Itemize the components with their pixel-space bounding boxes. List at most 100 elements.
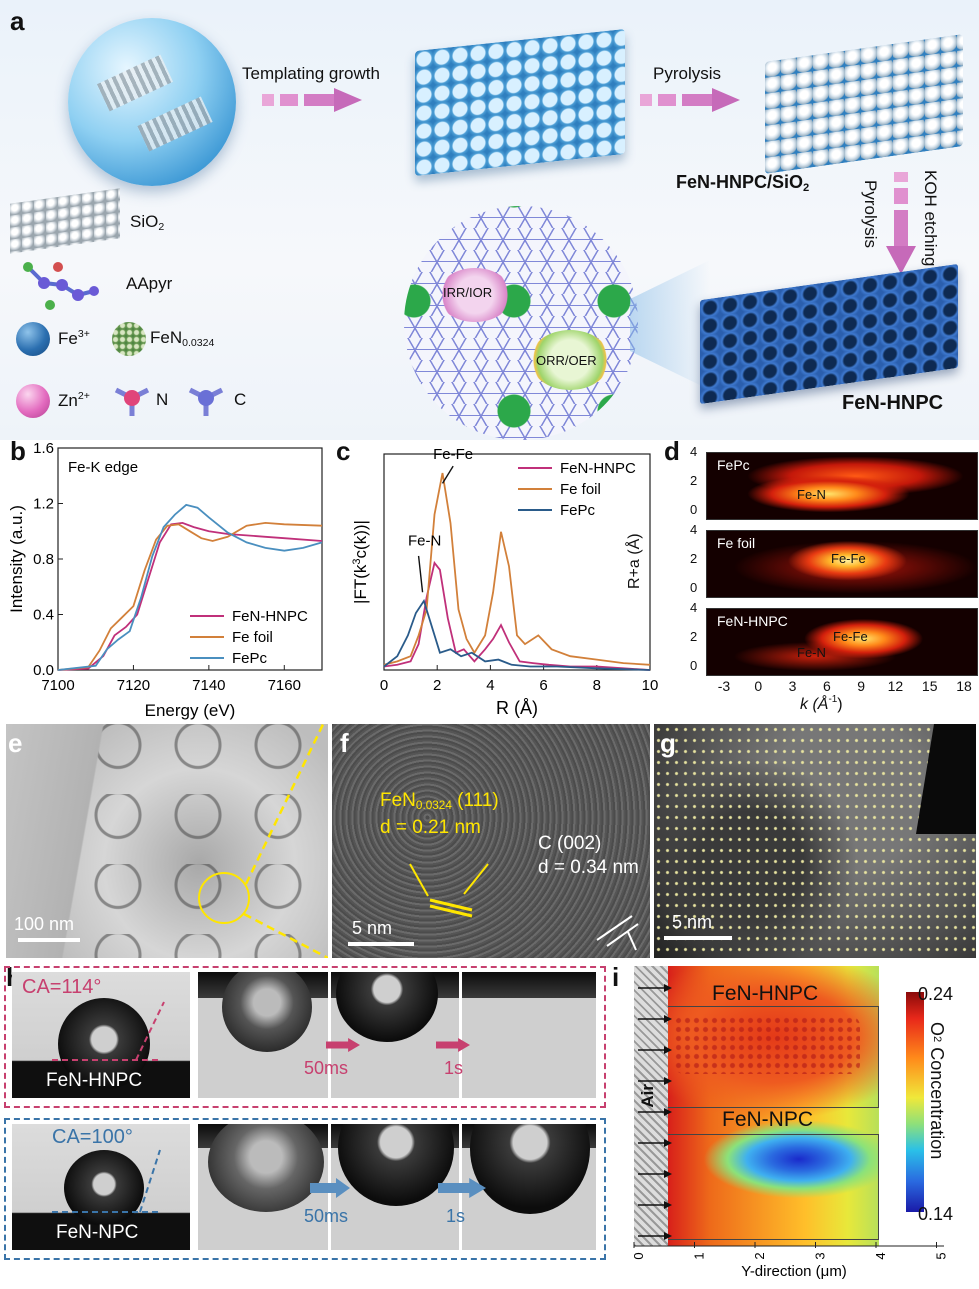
sample-label: FeN-HNPC (46, 1070, 143, 1091)
arrow-right-icon (640, 88, 740, 112)
panel-g-label: g (660, 728, 676, 758)
arrow-head (664, 1201, 672, 1209)
arrow-head (664, 1077, 672, 1085)
y-tick-label: 0 (690, 658, 698, 673)
sample-label: FeN-NPC (56, 1222, 139, 1243)
lattice-fringe-marker (409, 863, 639, 951)
o2-concentration-map: Air FeN-HNPC FeN-NPC (634, 966, 879, 1246)
x-tick-label: 7160 (268, 677, 301, 694)
arrow-head (664, 1170, 672, 1178)
xanes-chart: 7100 7120 7140 7160 0.0 0.4 0.8 1.2 1.6 Energy (e… (7, 440, 323, 720)
legend-label: FePc (560, 502, 596, 519)
droplet (336, 972, 438, 1042)
nitrogen-atom-icon (114, 387, 150, 416)
arrow-head (664, 1232, 672, 1240)
panel-i-label: i (612, 962, 620, 992)
panel-a-label: a (10, 6, 25, 36)
hnpc-contact-box (4, 966, 606, 1108)
legend-c: C (234, 390, 247, 409)
panel-d-xlabel: k (Å-1) (800, 694, 843, 713)
pore-grid (674, 1016, 860, 1074)
irr-ior-label: IRR/IOR (443, 285, 493, 300)
y-axis-label: |FT(k3c(k))| (351, 520, 370, 604)
scale-bar-label: 5 nm (672, 912, 713, 932)
contact-angle-label: CA=114° (22, 976, 102, 998)
legend-zn: Zn2+ (58, 390, 90, 410)
x-tick-label: 12 (887, 678, 904, 694)
zoom-cone (630, 260, 710, 390)
arrow-down-icon (886, 172, 916, 274)
y-tick-label: 1.6 (33, 440, 54, 457)
colorbar-label: O2 Concentration (927, 1022, 947, 1160)
annotation-arrow (417, 555, 424, 593)
arrow-right-icon (262, 88, 362, 112)
npc-contact-box (4, 1118, 606, 1260)
wavelet-map-title: FePc (717, 457, 750, 473)
wavelet-map-fepc: FePc Fe-N (706, 452, 978, 520)
wavelet-map-fen-hnpc: FeN-HNPC Fe-Fe Fe-N (706, 608, 978, 676)
templated-block-image (415, 28, 625, 177)
npc-region-label: FeN-NPC (722, 1108, 814, 1131)
x-tick-label: 2 (752, 1252, 767, 1259)
arrow-right-icon (436, 1038, 470, 1052)
x-tick-label: 3 (788, 678, 797, 694)
x-tick-label: 4 (486, 677, 494, 694)
legend-label: FeN-HNPC (560, 460, 636, 477)
haadf-image-g: 5 nm (654, 724, 976, 958)
zoom-circle (198, 872, 250, 924)
y-tick-label: 4 (690, 600, 698, 615)
scale-bar (664, 936, 732, 940)
legend-fe: Fe3+ (58, 328, 90, 348)
series-line-fepc (383, 598, 651, 671)
koh-etching-label: KOH etching (921, 170, 940, 267)
npc-contact-angle-image: CA=100° FeN-NPC (12, 1124, 190, 1250)
hnpc-contact-angle-image: CA=114° FeN-HNPC (12, 972, 190, 1098)
y-tick-label: 4 (690, 444, 698, 459)
panel-e-label: e (8, 728, 23, 758)
arrow-head (664, 1139, 672, 1147)
air-flow-arrows (638, 984, 672, 1240)
sio2-legend-icon (10, 188, 120, 254)
y-tick-label: 0.4 (33, 607, 54, 624)
sphere-array-image (765, 34, 963, 174)
orr-bubble (530, 330, 610, 390)
wavelet-map-title: FeN-HNPC (717, 613, 788, 629)
panel-d-label: d (664, 436, 680, 466)
npc-domain-outline (668, 1134, 879, 1240)
y-axis-label: Intensity (a.u.) (7, 505, 26, 613)
contact-angle-marker (52, 1001, 165, 1061)
annotation-fe-fe: Fe-Fe (433, 446, 473, 463)
plot-frame (383, 453, 651, 671)
zoom-lines (243, 724, 328, 958)
precursor-sphere-image (68, 18, 236, 186)
panel-b-label: b (10, 436, 26, 466)
x-tick-label: 6 (539, 677, 547, 694)
droplet (208, 1124, 324, 1212)
chart-title: Fe-K edge (68, 459, 138, 476)
fen-cluster-icon (112, 322, 146, 356)
arrow-head (664, 1015, 672, 1023)
carbon-atom-icon (188, 387, 224, 416)
wavelet-map-fe-foil: Fe foil Fe-Fe (706, 530, 978, 598)
carbon-lattice-label: C (002) d = 0.34 nm (538, 833, 639, 878)
y-tick-label: 0.0 (33, 662, 54, 679)
x-tick-label: 7120 (117, 677, 150, 694)
npc-droplet-sequence: 50ms 1s (198, 1124, 596, 1250)
y-tick-label: 2 (690, 473, 698, 488)
x-tick-label: 18 (956, 678, 972, 694)
aapyr-molecule-icon (23, 262, 99, 310)
series-line-fepc (57, 503, 323, 671)
wavelet-annotation: Fe-N (797, 487, 826, 502)
panel-c-label: c (336, 436, 351, 466)
hnpc-region-label: FeN-HNPC (712, 982, 819, 1005)
x-tick-label: 0 (380, 677, 388, 694)
wavelet-map-title: Fe foil (717, 535, 756, 551)
y-tick-label: 0 (690, 502, 698, 517)
tem-image-e: 100 nm (6, 724, 328, 958)
fe-ion-icon (16, 322, 50, 356)
legend-n: N (156, 390, 169, 409)
x-axis-label: Y-direction (μm) (741, 1263, 847, 1280)
x-tick-label: 0 (631, 1252, 646, 1259)
arrow-head (664, 1046, 672, 1054)
arrow-head (664, 984, 672, 992)
